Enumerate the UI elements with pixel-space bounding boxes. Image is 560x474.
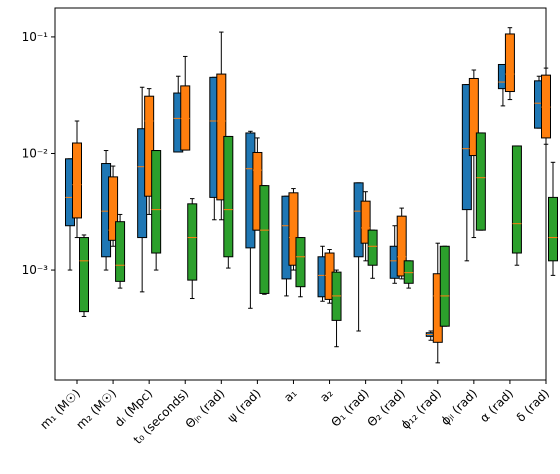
box — [367, 229, 378, 266]
box — [439, 245, 450, 327]
box — [72, 142, 82, 219]
box — [403, 260, 414, 284]
x-tick-label: a₁ — [281, 386, 300, 405]
box — [396, 215, 407, 277]
box — [548, 196, 558, 262]
x-tick-label: Θⱼₙ (rad) — [183, 386, 228, 431]
x-tick-label: ϕ₁₂ (rad) — [398, 386, 444, 432]
x-tick-label: Θ₁ (rad) — [328, 386, 371, 429]
box — [79, 237, 89, 313]
y-tick-label: 10⁻² — [22, 146, 49, 160]
box — [511, 145, 522, 254]
box — [108, 176, 119, 241]
box — [295, 237, 306, 288]
box — [288, 192, 299, 266]
y-tick-label: 10⁻¹ — [22, 30, 49, 44]
box — [475, 132, 486, 231]
box — [259, 185, 270, 294]
box — [151, 150, 162, 254]
x-tick-label: m₂ (M☉) — [73, 386, 119, 432]
x-tick-label: ϕⱼₗ (rad) — [438, 386, 480, 428]
box — [144, 95, 155, 197]
box — [115, 221, 126, 282]
x-tick-label: α (rad) — [477, 386, 516, 425]
box — [223, 135, 234, 258]
y-tick-label: 10⁻³ — [22, 263, 49, 277]
box — [360, 200, 371, 244]
x-tick-label: ψ (rad) — [225, 386, 264, 425]
box — [541, 74, 551, 139]
plot-frame — [54, 7, 547, 381]
box — [504, 33, 515, 93]
box — [468, 77, 479, 157]
x-tick-label: a₂ — [317, 386, 336, 405]
box — [187, 203, 198, 281]
x-tick-label: δ (rad) — [514, 386, 552, 424]
